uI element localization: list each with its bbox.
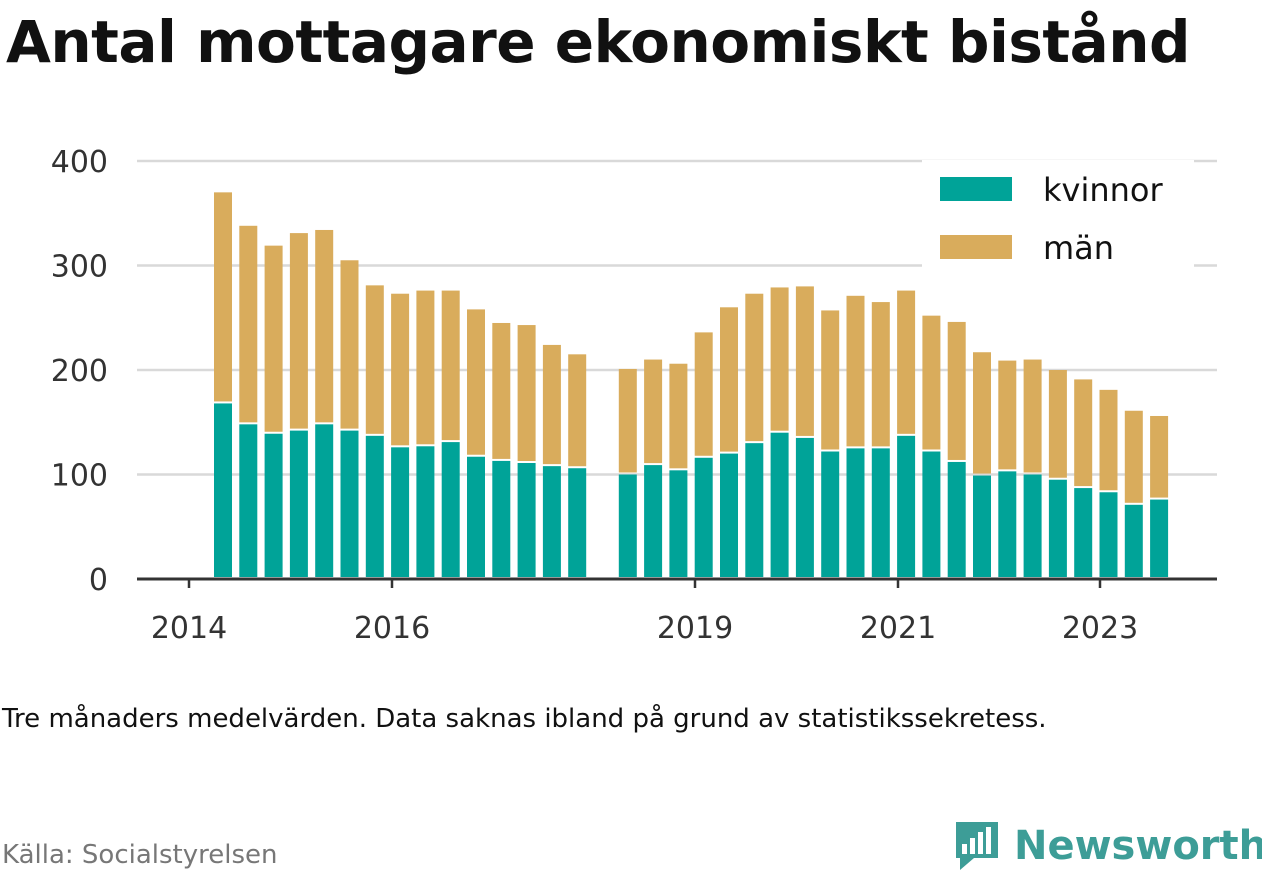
bar-man <box>1074 379 1093 487</box>
bar-man <box>720 307 738 452</box>
bar-kvinnor <box>973 475 991 577</box>
bar-kvinnor <box>365 435 384 577</box>
bar-man <box>365 285 384 434</box>
bar-kvinnor <box>1150 499 1169 577</box>
bar-man <box>644 359 663 464</box>
bar-man <box>871 302 890 447</box>
bar-man <box>214 192 232 402</box>
bar-kvinnor <box>239 424 258 577</box>
bar-kvinnor <box>289 430 308 577</box>
bar-man <box>517 325 536 462</box>
bar-kvinnor <box>517 463 536 577</box>
bar-kvinnor <box>315 424 334 577</box>
x-tick-label: 2016 <box>354 611 430 646</box>
bar-kvinnor <box>416 446 435 577</box>
bar-kvinnor <box>770 432 789 577</box>
bar-kvinnor <box>694 457 713 577</box>
legend-swatch-kvinnor <box>940 177 1012 201</box>
chart-source: Källa: Socialstyrelsen <box>2 840 278 870</box>
bar-kvinnor <box>922 451 941 577</box>
bar-kvinnor <box>669 470 688 577</box>
bar-man <box>998 360 1017 470</box>
bar-man <box>618 368 637 473</box>
bar-man <box>897 290 916 434</box>
newsworthy-logo-icon <box>956 822 998 870</box>
bar-man <box>669 363 688 469</box>
chart-title: Antal mottagare ekonomiskt bistånd <box>6 8 1191 76</box>
y-tick-label: 300 <box>51 250 108 285</box>
bar-man <box>340 260 359 429</box>
bar-man <box>239 225 258 423</box>
bar-kvinnor <box>644 465 663 577</box>
bar-man <box>1124 410 1143 503</box>
bar-man <box>391 293 410 446</box>
bar-kvinnor <box>1124 504 1143 577</box>
bar-man <box>947 321 966 460</box>
bar-man <box>289 233 308 429</box>
legend-swatch-man <box>940 235 1012 259</box>
bar-man <box>441 290 460 441</box>
bar-man <box>973 352 991 474</box>
bar-man <box>416 290 435 445</box>
x-tick-label: 2014 <box>151 611 227 646</box>
y-tick-label: 200 <box>51 354 108 389</box>
bar-kvinnor <box>441 442 460 577</box>
bar-man <box>264 245 283 432</box>
bar-man <box>1023 359 1042 473</box>
bar-man <box>770 287 789 431</box>
legend-label-kvinnor: kvinnor <box>1043 171 1164 209</box>
bar-kvinnor <box>340 430 359 577</box>
bar-kvinnor <box>542 466 561 577</box>
bar-man <box>795 286 814 436</box>
bar-kvinnor <box>947 461 966 577</box>
bar-kvinnor <box>492 460 511 577</box>
bar-man <box>542 344 561 465</box>
bar-kvinnor <box>846 448 865 577</box>
bar-kvinnor <box>897 435 916 577</box>
chart-note: Tre månaders medelvärden. Data saknas ib… <box>2 704 1047 734</box>
bar-man <box>846 295 865 447</box>
bar-kvinnor <box>618 474 637 577</box>
brand-name: Newsworthy <box>1014 823 1262 869</box>
brand-logo[interactable]: Newsworthy <box>952 818 1262 874</box>
bar-man <box>745 293 764 442</box>
bar-man <box>467 309 485 455</box>
x-tick-label: 2023 <box>1062 611 1138 646</box>
bar-kvinnor <box>745 443 764 577</box>
bar-kvinnor <box>568 468 587 577</box>
bar-kvinnor <box>821 451 840 577</box>
bar-man <box>821 310 840 450</box>
bar-man <box>922 315 941 450</box>
bar-kvinnor <box>214 403 232 577</box>
bar-man <box>492 322 511 459</box>
bar-kvinnor <box>467 456 485 577</box>
bar-kvinnor <box>1048 479 1067 577</box>
bar-kvinnor <box>391 447 410 577</box>
x-tick-label: 2019 <box>657 611 733 646</box>
bar-man <box>1048 370 1067 478</box>
bar-kvinnor <box>998 471 1017 577</box>
y-tick-label: 0 <box>89 563 108 598</box>
bar-kvinnor <box>1074 488 1093 577</box>
legend-label-man: män <box>1043 229 1114 267</box>
bar-kvinnor <box>1099 492 1118 577</box>
bar-kvinnor <box>720 453 738 577</box>
bar-man <box>1099 389 1118 491</box>
bar-kvinnor <box>1023 474 1042 577</box>
x-tick-label: 2021 <box>860 611 936 646</box>
bar-man <box>694 332 713 456</box>
bar-kvinnor <box>795 437 814 577</box>
y-tick-label: 100 <box>51 459 108 494</box>
bar-kvinnor <box>871 448 890 577</box>
y-tick-label: 400 <box>51 145 108 180</box>
bar-man <box>568 354 587 467</box>
bar-man <box>315 229 334 423</box>
bar-man <box>1150 415 1169 498</box>
bar-kvinnor <box>264 433 283 577</box>
